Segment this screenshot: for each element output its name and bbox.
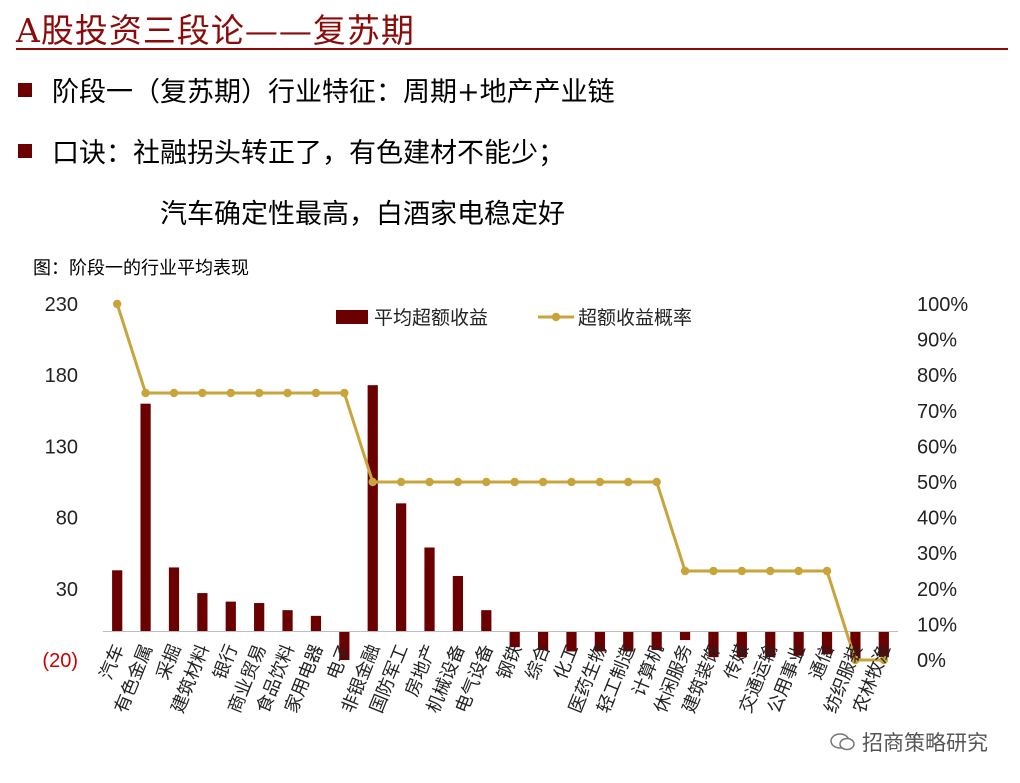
- bullet-mnemonic: 口诀：社融拐头转正了，有色建材不能少；: [18, 131, 565, 170]
- y2-tick-label: 30%: [917, 543, 957, 565]
- bar: [566, 631, 577, 652]
- watermark-text: 招商策略研究: [862, 731, 988, 755]
- bullet-text: 口诀：社融拐头转正了，有色建材不能少；: [52, 138, 565, 169]
- bullet-stage-one: 阶段一（复苏期）行业特征：周期+地产产业链: [18, 70, 615, 109]
- bar: [537, 631, 549, 651]
- probability-point: [538, 477, 548, 487]
- y2-tick-label: 10%: [917, 614, 957, 636]
- bullet-text: 阶段一（复苏期）行业特征：周期+地产产业链: [52, 77, 615, 108]
- bar: [509, 631, 520, 648]
- y-tick-label: 80: [56, 508, 78, 530]
- bar: [623, 631, 634, 652]
- wechat-icon: [830, 733, 855, 751]
- probability-point: [169, 388, 179, 398]
- figure-label: 图：阶段一的行业平均表现: [33, 258, 249, 279]
- probability-point: [851, 655, 860, 665]
- bar: [878, 631, 889, 658]
- probability-point: [482, 477, 491, 487]
- y-tick-label: (20): [42, 650, 78, 672]
- probability-point: [396, 477, 406, 487]
- probability-point: [680, 566, 690, 576]
- y2-tick-label: 70%: [917, 401, 957, 423]
- page-title: A股投资三段论——复苏期: [16, 11, 415, 50]
- y2-tick-label: 20%: [917, 579, 957, 601]
- probability-point: [198, 388, 207, 398]
- y2-tick-label: 50%: [917, 472, 957, 494]
- bar: [765, 631, 776, 658]
- y2-tick-label: 90%: [917, 330, 957, 352]
- y2-tick-label: 60%: [917, 436, 957, 458]
- y2-tick-label: 40%: [917, 508, 957, 530]
- y2-tick-label: 80%: [917, 365, 957, 387]
- probability-point: [368, 477, 377, 487]
- bullet-square-icon: [18, 82, 32, 97]
- category-label: 综合: [522, 642, 555, 683]
- y2-tick-label: 0%: [917, 650, 946, 672]
- probability-line: [115, 303, 884, 662]
- bar: [367, 385, 378, 632]
- bar: [708, 631, 719, 658]
- probability-point: [453, 477, 463, 487]
- probability-point: [340, 388, 349, 398]
- bar: [736, 631, 747, 658]
- category-label: 钢铁: [493, 642, 526, 683]
- probability-point: [311, 388, 321, 398]
- legend-bar-label: 平均超额收益: [374, 307, 488, 329]
- bar: [594, 631, 605, 652]
- probability-point: [112, 299, 122, 309]
- probability-point: [624, 477, 633, 487]
- bullet-square-icon: [18, 143, 32, 158]
- y-tick-label: 230: [45, 294, 78, 316]
- probability-point: [567, 477, 576, 487]
- bar: [112, 570, 123, 632]
- probability-point: [254, 388, 264, 398]
- title-divider: [16, 48, 1008, 50]
- y-tick-label: 30: [56, 579, 78, 601]
- bar: [254, 603, 265, 632]
- bar: [481, 610, 492, 632]
- probability-point: [141, 388, 150, 398]
- probability-point: [595, 477, 605, 487]
- probability-point: [510, 477, 519, 487]
- probability-point: [794, 566, 803, 576]
- bar: [452, 575, 464, 632]
- probability-point: [766, 566, 775, 576]
- bar: [168, 567, 180, 632]
- bar: [339, 631, 350, 660]
- legend-line-marker: [551, 312, 561, 322]
- legend-line-label: 超额收益概率: [578, 307, 692, 329]
- bar: [679, 631, 691, 641]
- bar: [424, 547, 435, 632]
- y-tick-label: 180: [45, 365, 78, 387]
- bar: [850, 631, 861, 659]
- bar: [225, 601, 236, 632]
- bar: [793, 631, 804, 656]
- probability-point: [226, 388, 235, 398]
- probability-point: [652, 477, 661, 487]
- probability-point: [822, 566, 832, 576]
- bar: [197, 593, 208, 632]
- legend-bar-swatch: [336, 310, 368, 324]
- probability-point: [879, 655, 889, 665]
- bar: [651, 631, 662, 651]
- y-tick-label: 130: [45, 436, 78, 458]
- bar: [396, 503, 407, 632]
- bullet-continuation: 汽车确定性最高，白酒家电稳定好: [160, 199, 565, 230]
- bar: [821, 631, 833, 655]
- industry-performance-chart: (20) 30 80 130 180 230 0% 10% 20% 30% 40% 50% 60% 70%…: [42, 294, 968, 716]
- bar: [282, 610, 293, 632]
- watermark: 招商策略研究: [830, 727, 988, 757]
- bar: [310, 615, 322, 632]
- probability-point: [709, 566, 718, 576]
- probability-point: [283, 388, 292, 398]
- probability-point: [737, 566, 747, 576]
- y2-tick-label: 100%: [917, 294, 968, 316]
- probability-point: [425, 477, 434, 487]
- bar: [140, 403, 151, 632]
